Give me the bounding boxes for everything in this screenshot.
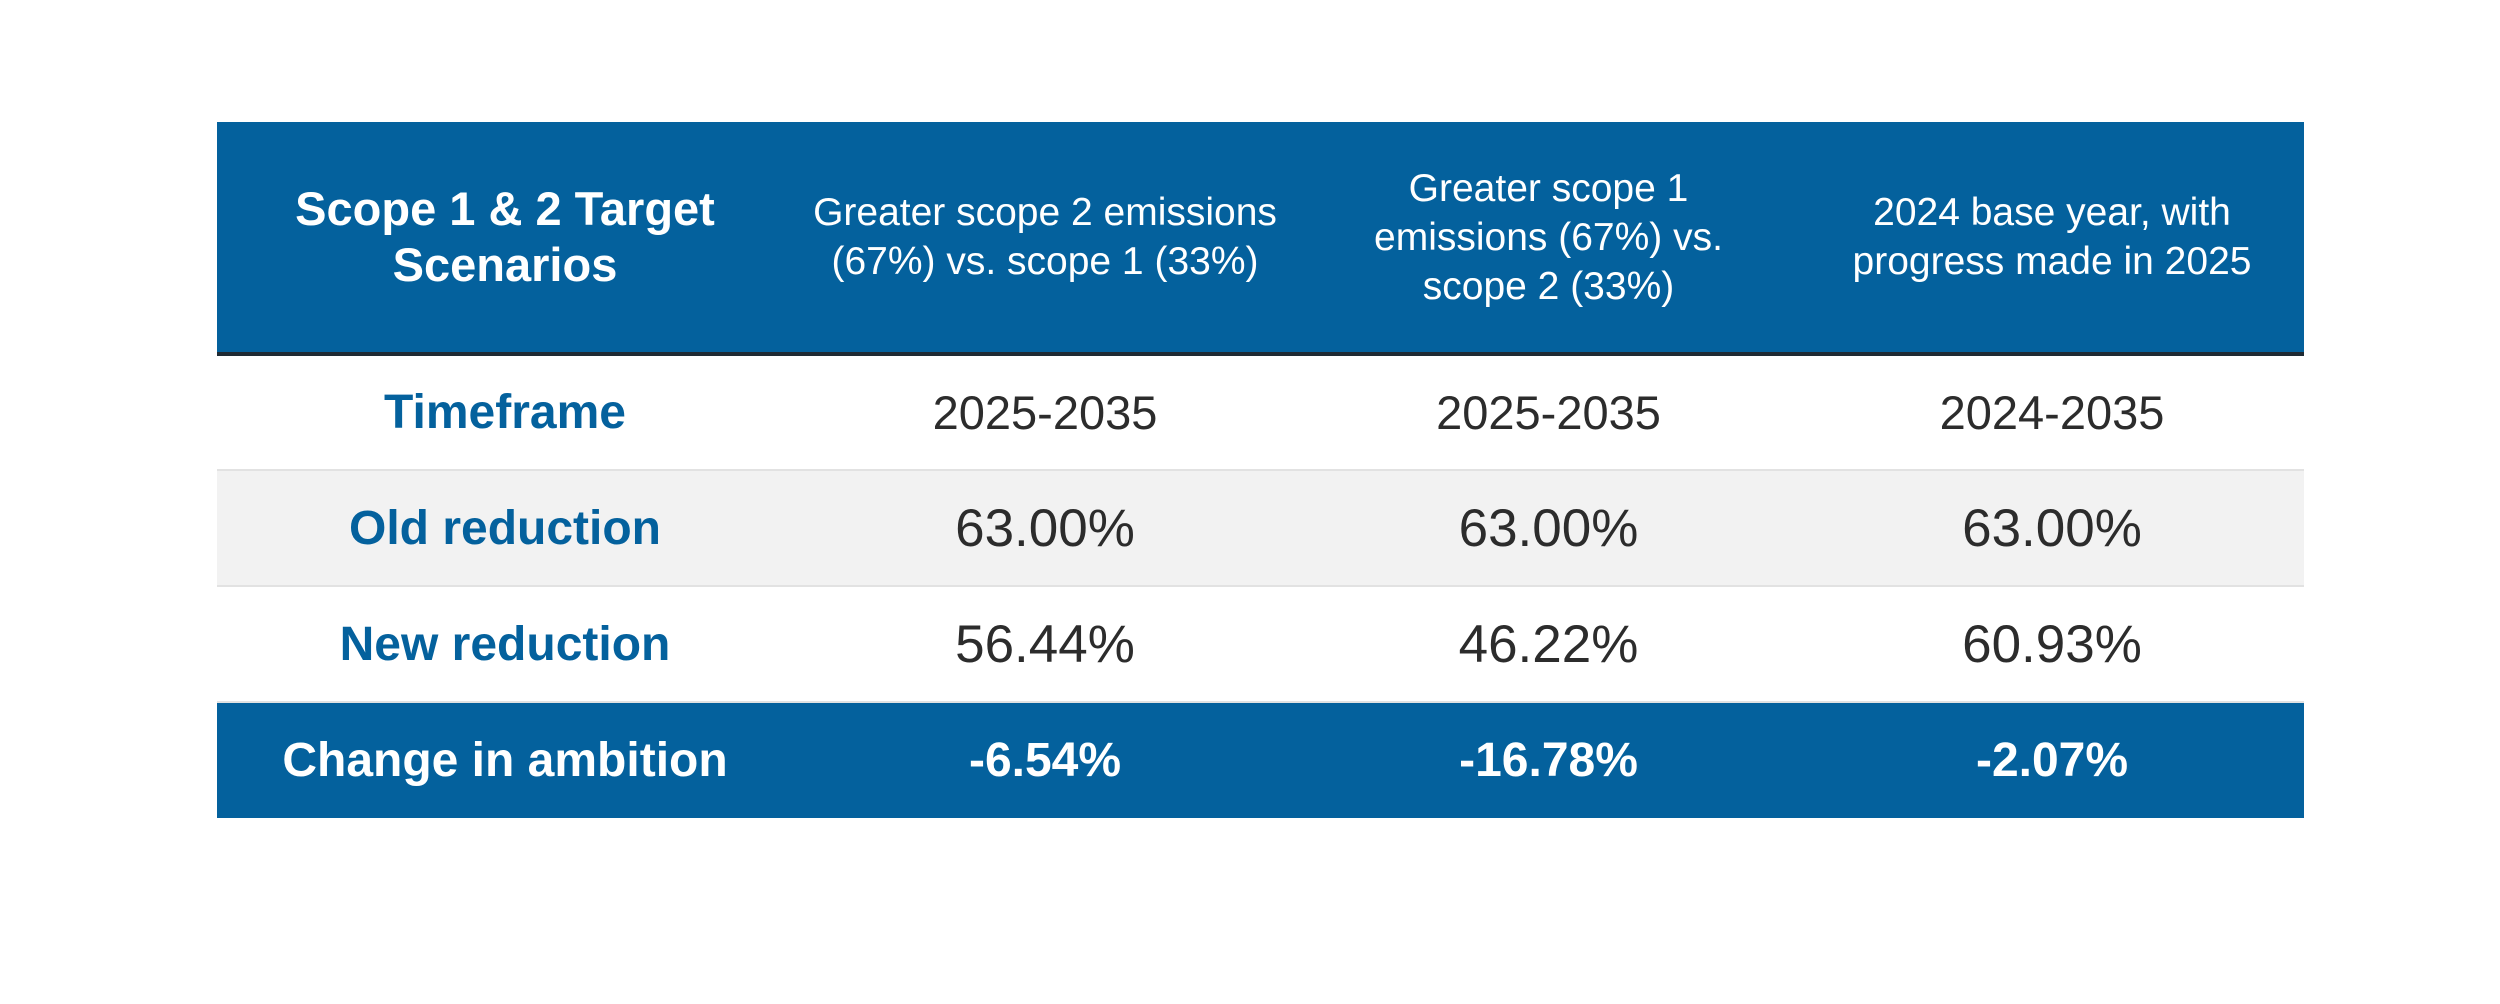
column-header-scope1-greater: Greater scope 1 emissions (67%) vs. scop… bbox=[1374, 166, 1723, 308]
table-cell: 2025-2035 bbox=[793, 354, 1297, 471]
table-header-row: Scope 1 & 2 Target Scenarios Greater sco… bbox=[217, 122, 2304, 354]
row-label-timeframe: Timeframe bbox=[217, 354, 793, 471]
table-row-new-reduction: New reduction 56.44% 46.22% 60.93% bbox=[217, 586, 2304, 703]
table-cell: 63.00% bbox=[1297, 470, 1800, 587]
table-title-cell: Scope 1 & 2 Target Scenarios bbox=[295, 182, 715, 291]
scenario-table-container: Scope 1 & 2 Target Scenarios Greater sco… bbox=[217, 122, 2304, 818]
table-cell: 2024-2035 bbox=[1800, 354, 2304, 471]
row-label-new-reduction: New reduction bbox=[217, 586, 793, 703]
table-cell: -6.54% bbox=[968, 734, 1122, 787]
table-row-timeframe: Timeframe 2025-2035 2025-2035 2024-2035 bbox=[217, 354, 2304, 471]
column-header-scope2-greater: Greater scope 2 emissions (67%) vs. scop… bbox=[813, 191, 1277, 283]
column-header-2024-base-year: 2024 base year, with progress made in 20… bbox=[1852, 191, 2252, 283]
table-cell: 2025-2035 bbox=[1297, 354, 1800, 471]
scope-target-scenarios-table: Scope 1 & 2 Target Scenarios Greater sco… bbox=[217, 122, 2304, 818]
table-cell: 56.44% bbox=[793, 586, 1297, 703]
table-cell: -2.07% bbox=[1975, 734, 2129, 787]
table-row-old-reduction: Old reduction 63.00% 63.00% 63.00% bbox=[217, 470, 2304, 587]
table-cell: 63.00% bbox=[793, 470, 1297, 587]
table-row-change-in-ambition: Change in ambition -6.54% -16.78% -2.07% bbox=[217, 702, 2304, 818]
table-cell: -16.78% bbox=[1459, 734, 1638, 787]
row-label-change-in-ambition: Change in ambition bbox=[282, 734, 728, 787]
table-cell: 63.00% bbox=[1800, 470, 2304, 587]
row-label-old-reduction: Old reduction bbox=[217, 470, 793, 587]
table-cell: 60.93% bbox=[1800, 586, 2304, 703]
table-cell: 46.22% bbox=[1297, 586, 1800, 703]
